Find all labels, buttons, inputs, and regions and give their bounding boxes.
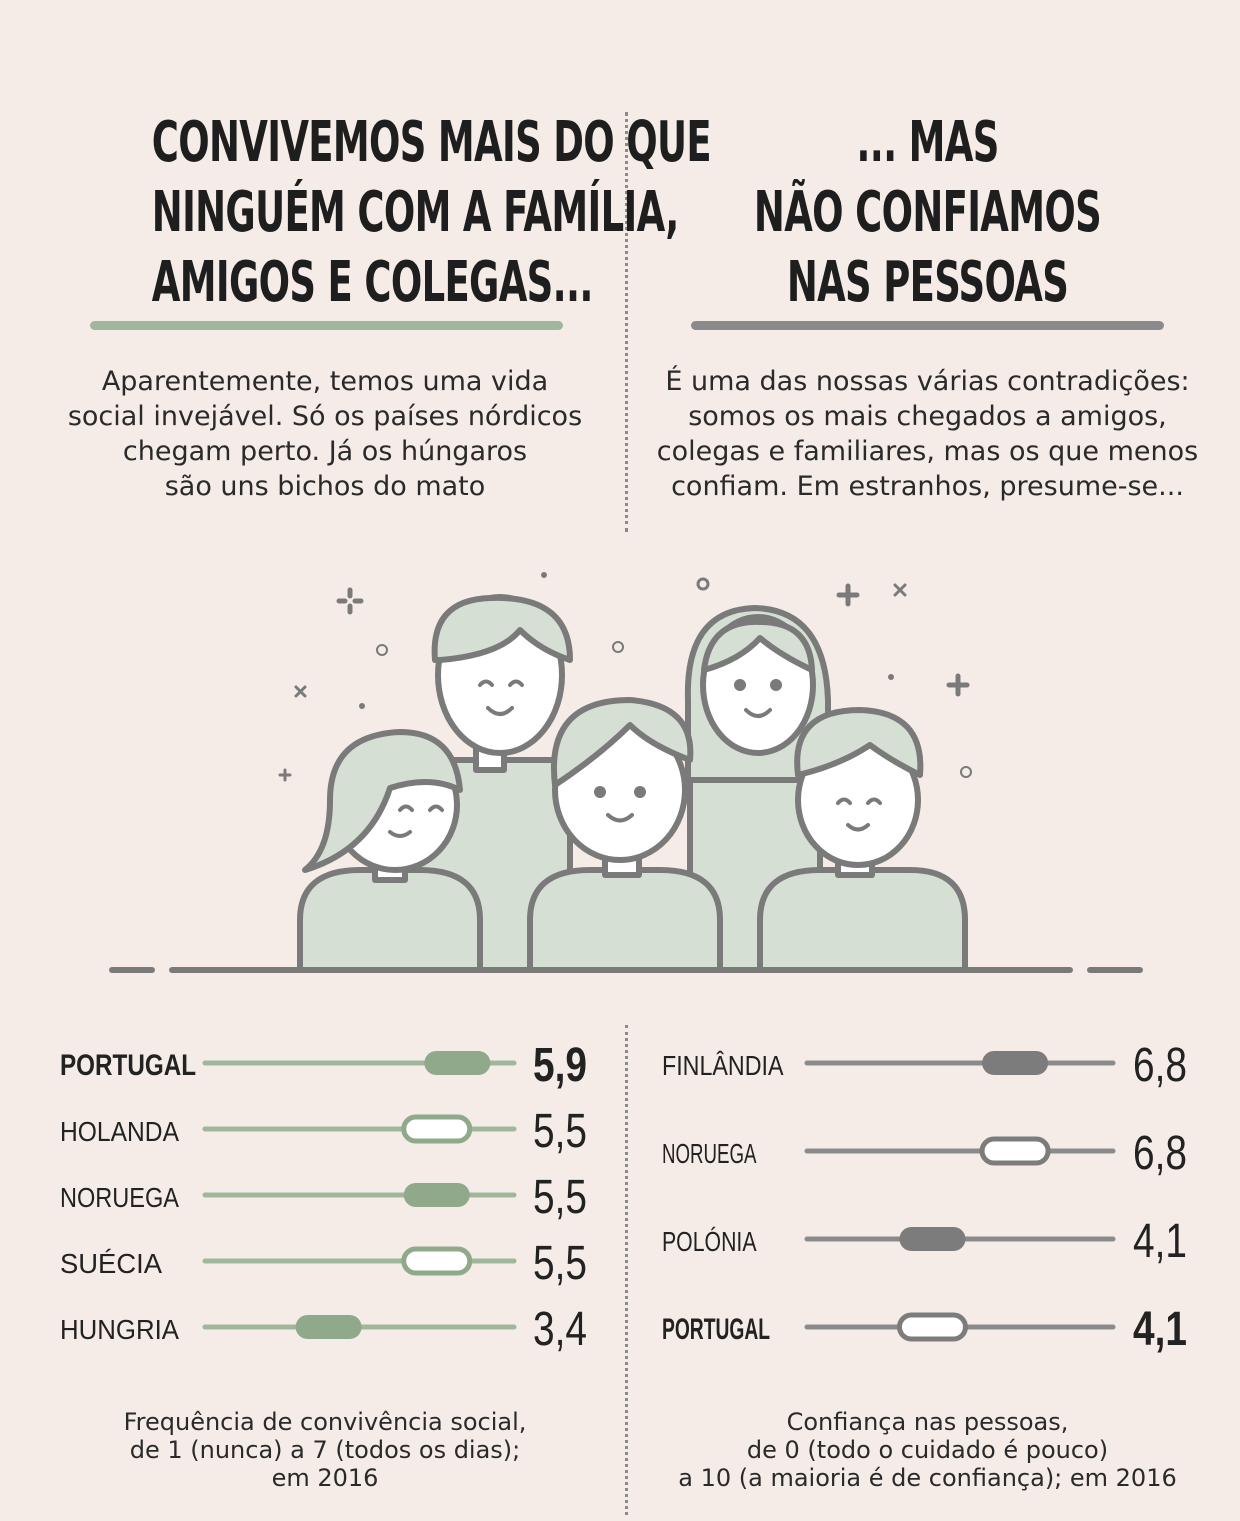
left-title-line: AMIGOS E COLEGAS... [151, 250, 594, 315]
left-title-rule [90, 321, 563, 330]
right-title-line: ... MAS [856, 110, 999, 175]
category-label: PORTUGAL [662, 1313, 770, 1346]
person-man-front [527, 697, 723, 973]
left-note-line: em 2016 [271, 1464, 379, 1492]
left-title: CONVIVEMOS MAIS DO QUE NINGUÉM COM A FAM… [60, 108, 712, 318]
value-label: 6,8 [1133, 1039, 1187, 1092]
person-woman-front [297, 729, 483, 973]
sparkle-icon [612, 641, 624, 653]
left-title-line: NINGUÉM COM A FAMÍLIA, [151, 180, 679, 245]
category-label: HUNGRIA [60, 1314, 179, 1345]
right-chart-note: Confiança nas pessoas, de 0 (todo o cuid… [650, 1408, 1205, 1492]
value-marker [979, 1136, 1051, 1166]
left-lead-line: social invejável. Só os países nórdicos [67, 401, 583, 432]
social-life-dot-chart: PORTUGAL 5,9 HOLANDA 5,5 NORUEGA 5,5 SUÉCIA 5,5… [60, 1039, 587, 1356]
sparkle-icon [336, 587, 364, 615]
left-lead-line: são uns bichos do mato [164, 471, 486, 502]
left-note-line: de 1 (nunca) a 7 (todos os dias); [129, 1436, 521, 1464]
left-lead-line: Aparentemente, temos uma vida [101, 366, 549, 397]
sparkle-icon [696, 577, 710, 591]
column-divider-top [625, 112, 628, 532]
value-marker [899, 1227, 966, 1251]
value-label: 5,5 [533, 1237, 587, 1290]
sparkle-icon [376, 644, 388, 656]
group-of-people-illustration [109, 572, 1143, 973]
sparkle-icon [960, 766, 972, 778]
left-chart-note: Frequência de convivência social, de 1 (… [60, 1408, 590, 1492]
value-marker [424, 1051, 491, 1075]
right-title-rule [691, 321, 1164, 330]
value-label: 4,1 [1133, 1303, 1187, 1356]
right-note-line: a 10 (a maioria é de confiança); em 2016 [678, 1464, 1177, 1492]
right-title: ... MAS NÃO CONFIAMOS NAS PESSOAS [655, 108, 1200, 318]
value-marker [403, 1183, 470, 1207]
sparkle-icon [946, 673, 970, 697]
value-label: 3,4 [533, 1303, 587, 1356]
sparkle-icon [278, 583, 907, 782]
column-divider-bottom [625, 1025, 628, 1515]
right-note-line: Confiança nas pessoas, [786, 1408, 1069, 1436]
value-label: 5,5 [533, 1105, 587, 1158]
value-label: 5,5 [533, 1171, 587, 1224]
left-note-line: Frequência de convivência social, [123, 1408, 527, 1436]
right-note-line: de 0 (todo o cuidado é pouco) [746, 1436, 1109, 1464]
value-marker [295, 1315, 362, 1339]
value-label: 5,9 [533, 1039, 587, 1092]
right-lead-line: colegas e familiares, mas os que menos [656, 436, 1199, 467]
category-label: FINLÂNDIA [662, 1050, 784, 1081]
category-label: NORUEGA [60, 1182, 179, 1213]
right-title-line: NÃO CONFIAMOS [753, 180, 1102, 245]
category-label: SUÉCIA [60, 1248, 162, 1279]
value-label: 4,1 [1133, 1215, 1187, 1268]
category-label: HOLANDA [60, 1116, 179, 1147]
right-lead-line: É uma das nossas várias contradições: [665, 366, 1190, 397]
category-label: PORTUGAL [60, 1049, 196, 1082]
sparkle-icon [836, 583, 860, 607]
left-title-line: CONVIVEMOS MAIS DO QUE [151, 110, 712, 175]
person-man-right [757, 707, 968, 973]
right-lead-text: É uma das nossas várias contradições: so… [630, 364, 1225, 504]
trust-dot-chart: FINLÂNDIA 6,8 NORUEGA 6,8 POLÓNIA 4,1 PORTUGAL… [662, 1039, 1187, 1356]
right-lead-line: confiam. Em estranhos, presume-se... [671, 471, 1184, 502]
value-label: 6,8 [1133, 1127, 1187, 1180]
right-title-line: NAS PESSOAS [786, 250, 1069, 315]
value-marker [896, 1312, 968, 1342]
value-marker [401, 1114, 473, 1144]
right-lead-line: somos os mais chegados a amigos, [688, 401, 1167, 432]
value-marker [982, 1051, 1049, 1075]
left-lead-text: Aparentemente, temos uma vida social inv… [40, 364, 610, 504]
category-label: NORUEGA [662, 1138, 757, 1169]
left-lead-line: chegam perto. Já os húngaros [122, 436, 528, 467]
value-marker [401, 1246, 473, 1276]
category-label: POLÓNIA [662, 1226, 757, 1257]
